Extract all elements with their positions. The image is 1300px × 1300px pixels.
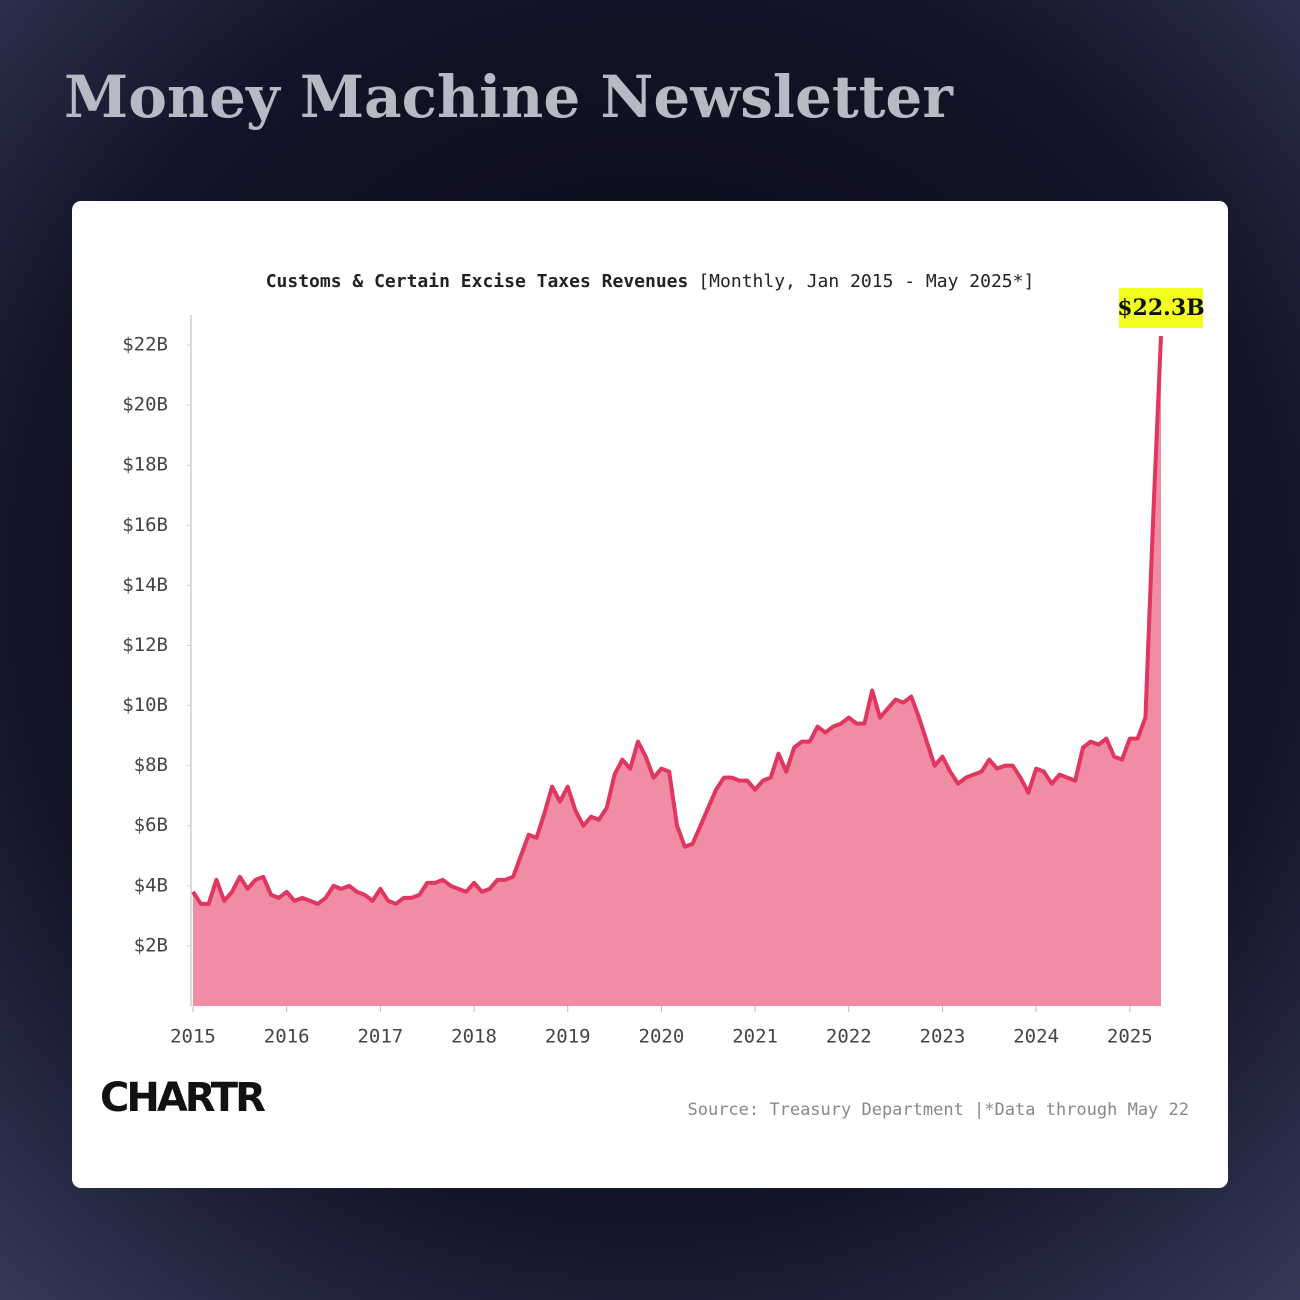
y-tick-label: $18B: [122, 454, 168, 476]
x-tick-label: 2019: [545, 1026, 591, 1048]
y-tick-label: $20B: [122, 394, 168, 416]
logo: CHARTR: [100, 1075, 265, 1121]
y-tick-label: $4B: [134, 874, 168, 896]
x-tick-label: 2025: [1107, 1026, 1153, 1048]
chart-subtitle: [Monthly, Jan 2015 - May 2025*]: [698, 271, 1034, 292]
x-tick-label: 2021: [732, 1026, 778, 1048]
x-tick-label: 2022: [826, 1026, 872, 1048]
value-label: $22.3B: [1117, 295, 1204, 321]
y-tick-label: $12B: [122, 634, 168, 656]
x-tick-label: 2015: [170, 1026, 216, 1048]
x-tick-label: 2017: [357, 1026, 403, 1048]
chart-heading: Customs & Certain Excise Taxes Revenues […: [266, 271, 1035, 292]
y-tick-label: $16B: [122, 514, 168, 536]
y-tick-label: $8B: [134, 754, 168, 776]
y-tick-label: $10B: [122, 694, 168, 716]
x-tick-label: 2018: [451, 1026, 497, 1048]
x-tick-label: 2016: [264, 1026, 310, 1048]
chart-title: Customs & Certain Excise Taxes Revenues: [266, 271, 689, 292]
y-tick-label: $22B: [122, 334, 168, 356]
newsletter-title: Money Machine Newsletter: [64, 63, 954, 131]
x-tick-label: 2020: [639, 1026, 685, 1048]
source-note: Source: Treasury Department |*Data throu…: [687, 1100, 1189, 1120]
y-tick-label: $14B: [122, 574, 168, 596]
y-tick-label: $6B: [134, 814, 168, 836]
x-tick-label: 2024: [1013, 1026, 1059, 1048]
y-tick-label: $2B: [134, 934, 168, 956]
line: [191, 335, 1163, 906]
x-tick-label: 2023: [920, 1026, 966, 1048]
area: [193, 336, 1161, 1006]
value-label-box: [1119, 288, 1203, 329]
